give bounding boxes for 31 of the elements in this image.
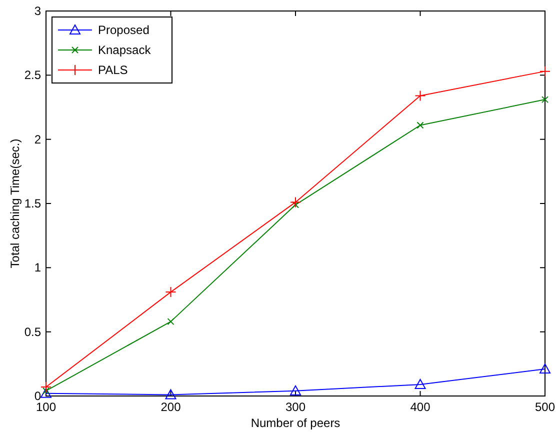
y-tick-label: 0 xyxy=(34,389,42,403)
x-axis-title: Number of peers xyxy=(250,416,340,430)
point xyxy=(292,201,299,208)
point xyxy=(165,389,176,400)
y-tick-label: 3 xyxy=(34,4,42,18)
y-tick-label: 1 xyxy=(34,260,42,275)
point xyxy=(416,122,424,129)
y-axis-title: Total caching Time(sec.) xyxy=(8,138,22,268)
point xyxy=(542,96,548,104)
point xyxy=(290,385,301,396)
point xyxy=(40,388,52,398)
point xyxy=(540,364,550,374)
x-tick-label: 200 xyxy=(160,400,182,414)
x-tick-label: 500 xyxy=(534,400,556,414)
y-tick-label: 0.5 xyxy=(24,324,42,339)
y-tick-label: 2 xyxy=(34,132,42,146)
legend-label: PALS xyxy=(98,63,128,77)
point xyxy=(414,90,426,102)
point xyxy=(290,196,301,208)
point xyxy=(165,286,176,298)
point xyxy=(40,382,52,393)
x-tick-label: 100 xyxy=(36,400,56,414)
legend-label: Knapsack xyxy=(98,43,152,57)
point xyxy=(540,66,550,77)
point xyxy=(414,378,426,389)
y-tick-label: 2.5 xyxy=(24,68,42,82)
x-tick-label: 400 xyxy=(410,400,431,414)
y-tick-label: 1.5 xyxy=(24,196,42,210)
point xyxy=(167,318,174,326)
legend-label: Proposed xyxy=(98,23,150,37)
x-tick-label: 300 xyxy=(285,400,306,414)
